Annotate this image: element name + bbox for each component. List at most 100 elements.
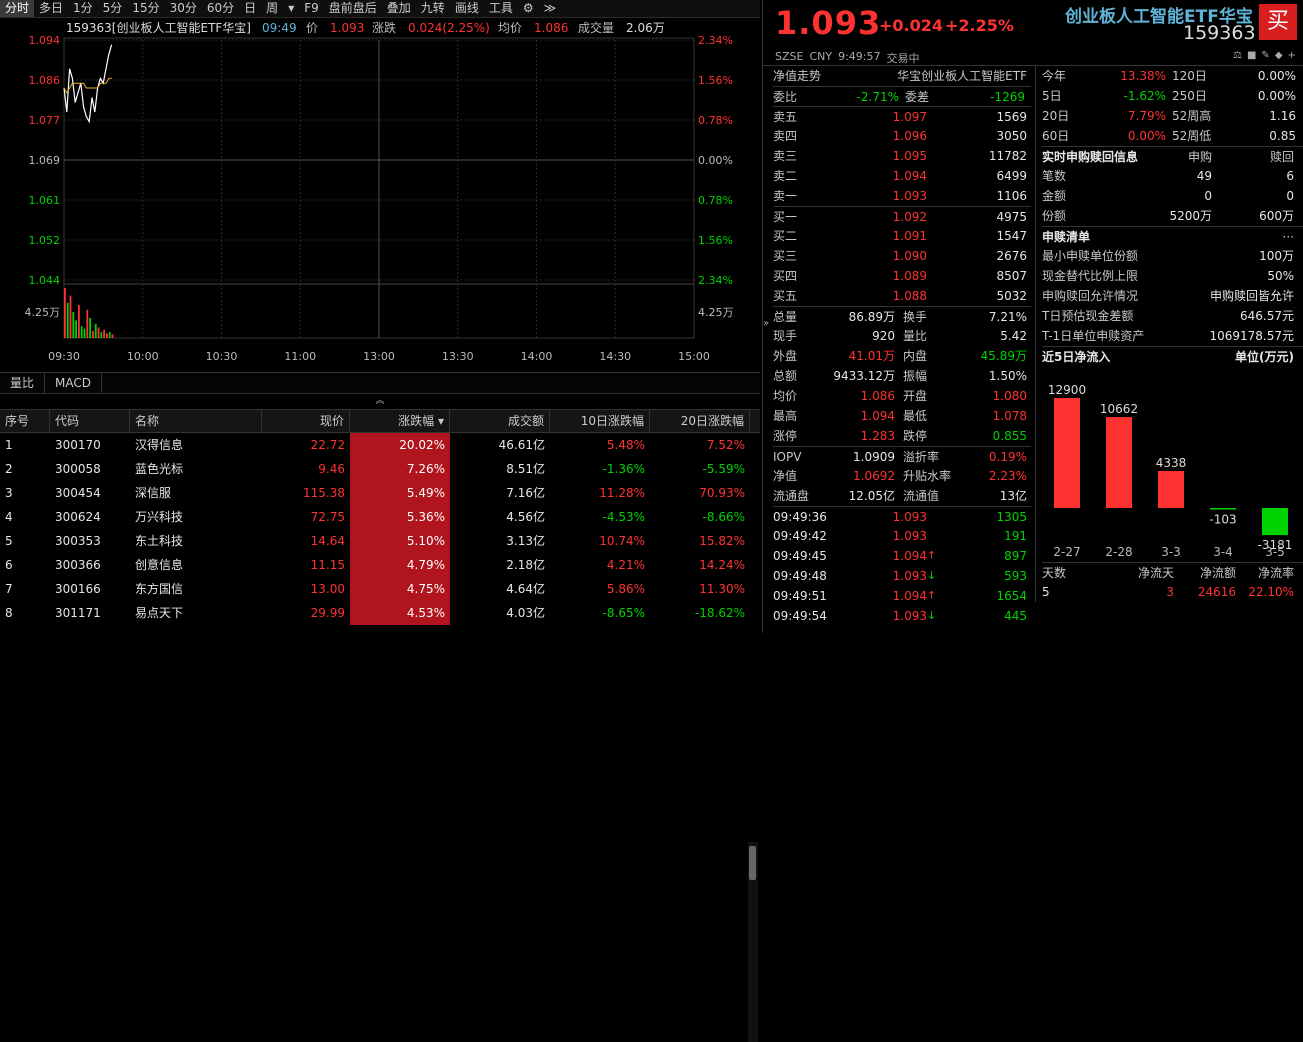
- y-tick-left: 1.052: [29, 234, 61, 247]
- toolbar-item[interactable]: ≫: [543, 1, 557, 15]
- cell: 1106: [996, 189, 1027, 203]
- toolbar-item[interactable]: 叠加: [386, 1, 411, 15]
- cell: 1.091: [892, 229, 927, 243]
- cell: 净值: [773, 469, 798, 483]
- table-cell: 2.18亿: [506, 558, 545, 572]
- indicator-tab[interactable]: MACD: [45, 373, 102, 393]
- volume-bar: [80, 326, 83, 338]
- star-icon[interactable]: ◆: [1274, 50, 1283, 61]
- column-header[interactable]: 20日涨跌幅: [650, 410, 750, 432]
- column-header[interactable]: 现价: [262, 410, 350, 432]
- table-row[interactable]: 6 300366 创意信息 11.15 4.79% 2.18亿 4.21% 14.24%: [0, 553, 760, 577]
- cell: 7.79%: [1127, 109, 1166, 123]
- table-cell: 29.99: [310, 606, 345, 620]
- ask-row: 卖五 1.097 1569: [773, 106, 1031, 126]
- intraday-chart[interactable]: 1.094 2.34% 1.086 1.56% 1.077 0.78% 1.069 0.00%…: [0, 18, 760, 370]
- toolbar-item[interactable]: 盘前盘后: [328, 1, 377, 15]
- exchange: SZSE: [775, 50, 804, 63]
- cell: 250日: [1172, 89, 1207, 103]
- toolbar-item[interactable]: 日: [244, 1, 257, 15]
- buy-button[interactable]: 买: [1259, 4, 1297, 40]
- toolbar-item[interactable]: 分时: [0, 0, 35, 17]
- table-cell: 4: [5, 510, 13, 524]
- table-row[interactable]: 3 300454 深信服 115.38 5.49% 7.16亿 11.28% 70.93%: [0, 481, 760, 505]
- cell: 1305: [996, 510, 1027, 524]
- toolbar-item[interactable]: 周: [266, 1, 279, 15]
- column-header[interactable]: 成交额: [450, 410, 550, 432]
- cell: T-1日单位申赎资产: [1042, 329, 1145, 343]
- toolbar-item[interactable]: 多日: [39, 1, 64, 15]
- cell: 流通值: [903, 489, 940, 503]
- indicator-tab[interactable]: 量比: [0, 373, 46, 393]
- settings-icon[interactable]: ⚖: [1233, 50, 1242, 61]
- add-icon[interactable]: +: [1287, 50, 1296, 61]
- chart-header-text: 均价: [498, 21, 522, 35]
- table-row[interactable]: 1 300170 汉得信息 22.72 20.02% 46.61亿 5.48% 7.52%: [0, 433, 760, 457]
- toolbar-item[interactable]: F9: [304, 1, 319, 15]
- collapse-icon[interactable]: ︽: [0, 394, 760, 408]
- table-cell: -8.65%: [602, 606, 645, 620]
- y-tick-left: 1.086: [29, 74, 61, 87]
- column-header[interactable]: 名称: [130, 410, 262, 432]
- nav-row: 净值走势 华宝创业板人工智能ETF: [773, 66, 1031, 86]
- cell: 流通盘: [773, 489, 810, 503]
- edit-icon[interactable]: ✎: [1261, 50, 1270, 61]
- toolbar-item[interactable]: 九转: [420, 1, 445, 15]
- toolbar-item[interactable]: 30分: [169, 1, 197, 15]
- chart-header-text: 1.093: [330, 21, 364, 35]
- cell: 均价: [773, 389, 798, 403]
- cell: 1069178.57元: [1209, 329, 1294, 343]
- cell: 5: [1042, 585, 1050, 599]
- toolbar-item[interactable]: 5分: [102, 1, 123, 15]
- panel-collapse-icon[interactable]: »: [763, 318, 770, 329]
- toolbar-item[interactable]: ▾: [288, 1, 295, 15]
- table-row[interactable]: 4 300624 万兴科技 72.75 5.36% 4.56亿 -4.53% -8.66%: [0, 505, 760, 529]
- cell: 最低: [903, 409, 928, 423]
- volume-bar: [64, 288, 66, 338]
- right-panel: 1.093 +0.024 +2.25% 创业板人工智能ETF华宝 159363 …: [762, 0, 1303, 633]
- column-header[interactable]: 涨跌幅 ▾: [350, 410, 450, 432]
- cell: 0.19%: [988, 450, 1027, 464]
- table-cell: 创意信息: [135, 558, 184, 572]
- cell: 0.00%: [1127, 129, 1166, 143]
- column-header[interactable]: 代码: [50, 410, 130, 432]
- table-row[interactable]: 7 300166 东方国信 13.00 4.75% 4.64亿 5.86% 11.30%: [0, 577, 760, 601]
- flow-bar-label: 4338: [1156, 456, 1187, 470]
- flow-foot-values: 5 3 24616 22.10%: [1042, 582, 1303, 602]
- table-cell: -1.36%: [602, 462, 645, 476]
- toolbar-item[interactable]: 画线: [454, 1, 479, 15]
- cell: 买四: [773, 269, 798, 283]
- cell: 申购赎回允许情况: [1042, 289, 1139, 303]
- ask-row: 卖二 1.094 6499: [773, 166, 1031, 186]
- y-tick-right: 0.78%: [698, 114, 733, 127]
- bid-row: 买五 1.088 5032: [773, 286, 1031, 306]
- iopv-row: IOPV 1.0909 溢折率 0.19%: [773, 446, 1031, 466]
- cell: 1.097: [892, 110, 927, 124]
- etf-code: 159363: [1183, 22, 1256, 44]
- cell: -1.62%: [1123, 89, 1166, 103]
- table-cell: 2: [5, 462, 13, 476]
- table-row[interactable]: 5 300353 东土科技 14.64 5.10% 3.13亿 10.74% 15.82%: [0, 529, 760, 553]
- scroll-thumb[interactable]: [749, 846, 756, 880]
- alert-icon[interactable]: ■: [1246, 50, 1257, 61]
- etf-name: 创业板人工智能ETF华宝: [1065, 7, 1253, 27]
- toolbar-item[interactable]: 1分: [73, 1, 93, 15]
- column-header[interactable]: 10日涨跌幅: [550, 410, 650, 432]
- toolbar-item[interactable]: ⚙: [522, 1, 534, 15]
- cell: 1569: [996, 110, 1027, 124]
- table-cell: 5.10%: [350, 529, 450, 553]
- cell: ↓: [927, 569, 937, 582]
- column-header[interactable]: 序号: [0, 410, 50, 432]
- toolbar-item[interactable]: 15分: [132, 1, 160, 15]
- table-row[interactable]: 2 300058 蓝色光标 9.46 7.26% 8.51亿 -1.36% -5.59%: [0, 457, 760, 481]
- y-tick-left: 1.077: [29, 114, 61, 127]
- table-scrollbar[interactable]: [748, 842, 758, 1042]
- cell: 卖二: [773, 169, 798, 183]
- toolbar-item[interactable]: 60分: [206, 1, 235, 15]
- trade-status: 交易中: [886, 52, 920, 65]
- bid-row: 买一 1.092 4975: [773, 206, 1031, 226]
- table-row[interactable]: 8 301171 易点天下 29.99 4.53% 4.03亿 -8.65% -18.62%: [0, 601, 760, 625]
- table-cell: 万兴科技: [135, 510, 184, 524]
- toolbar-item[interactable]: 工具: [488, 1, 513, 15]
